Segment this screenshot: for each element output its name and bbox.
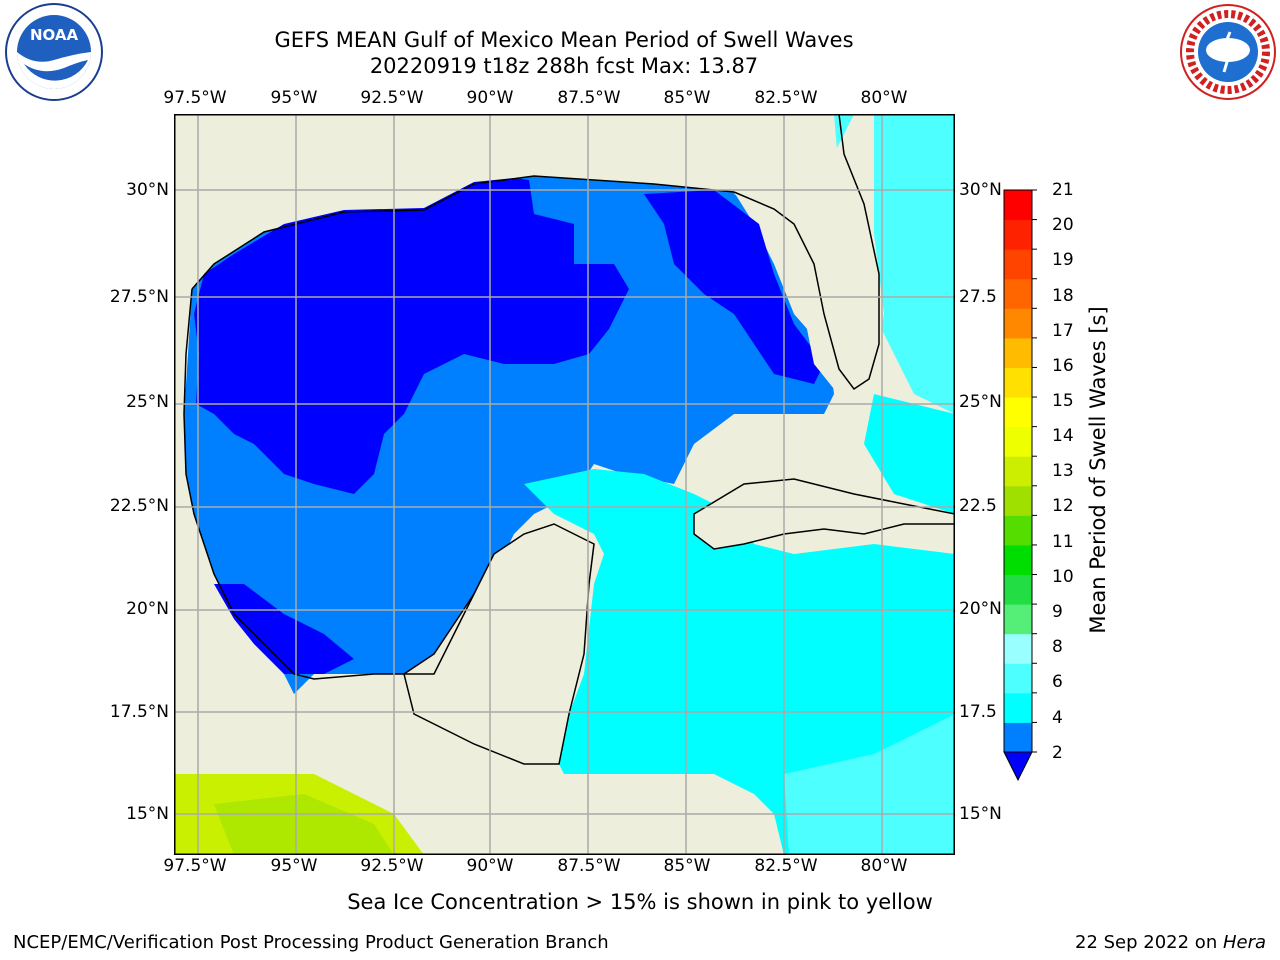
colorbar-segment <box>1004 456 1032 486</box>
colorbar-tick-label: 11 <box>1052 532 1074 552</box>
colorbar-segment <box>1004 397 1032 427</box>
colorbar-tick-label: 12 <box>1052 496 1074 516</box>
lat-tick-left: 27.5°N <box>110 287 169 307</box>
colorbar-tick-label: 8 <box>1052 637 1063 657</box>
lat-tick-left: 17.5°N <box>110 702 169 722</box>
lon-tick-top: 92.5°W <box>360 88 423 108</box>
colorbar-tick-label: 4 <box>1052 708 1063 728</box>
lat-tick-left: 30°N <box>126 180 169 200</box>
colorbar-tick-label: 13 <box>1052 461 1074 481</box>
lat-tick-left: 22.5°N <box>110 496 169 516</box>
chart-subtitle: 20220919 t18z 288h fcst Max: 13.87 <box>0 53 1128 79</box>
map-plot <box>174 114 955 855</box>
footer-date: 22 Sep 2022 on Hera <box>1075 932 1266 953</box>
lon-tick-top: 97.5°W <box>163 88 226 108</box>
footer-credit: NCEP/EMC/Verification Post Processing Pr… <box>13 932 609 953</box>
colorbar-segment <box>1004 249 1032 279</box>
colorbar-segment <box>1004 663 1032 693</box>
colorbar-segment <box>1004 367 1032 397</box>
colorbar-tick-label: 19 <box>1052 250 1074 270</box>
lat-tick-right: 30°N <box>959 180 1002 200</box>
lat-tick-left: 15°N <box>126 804 169 824</box>
lon-tick-bottom: 95°W <box>271 856 318 876</box>
colorbar-segment <box>1004 575 1032 605</box>
lon-tick-bottom: 80°W <box>861 856 908 876</box>
colorbar-tick-label: 2 <box>1052 743 1063 763</box>
sea-ice-note-text: Sea Ice Concentration > 15% is shown in … <box>347 890 933 914</box>
colorbar-tick-label: 15 <box>1052 391 1074 411</box>
chart-title: GEFS MEAN Gulf of Mexico Mean Period of … <box>0 27 1128 53</box>
colorbar-segment <box>1004 427 1032 457</box>
colorbar-tick-label: 18 <box>1052 286 1074 306</box>
colorbar-tick-label: 16 <box>1052 356 1074 376</box>
lon-tick-top: 90°W <box>467 88 514 108</box>
lat-tick-right: 20°N <box>959 599 1002 619</box>
lon-tick-bottom: 82.5°W <box>754 856 817 876</box>
lon-tick-top: 80°W <box>861 88 908 108</box>
footer-date-text: 22 Sep 2022 on <box>1075 932 1223 953</box>
colorbar-extend-arrow <box>1004 752 1032 780</box>
colorbar-tick-label: 10 <box>1052 567 1074 587</box>
lon-tick-bottom: 90°W <box>467 856 514 876</box>
lon-tick-top: 87.5°W <box>557 88 620 108</box>
lon-tick-bottom: 97.5°W <box>163 856 226 876</box>
sea-ice-note: Sea Ice Concentration > 15% is shown in … <box>0 890 1280 914</box>
lon-tick-top: 85°W <box>664 88 711 108</box>
colorbar-label: Mean Period of Swell Waves [s] <box>1086 306 1110 633</box>
colorbar-tick-label: 17 <box>1052 321 1074 341</box>
colorbar-tick-label: 20 <box>1052 215 1074 235</box>
colorbar-segment <box>1004 190 1032 220</box>
lon-tick-bottom: 85°W <box>664 856 711 876</box>
footer-host: Hera <box>1223 932 1266 953</box>
lon-tick-top: 82.5°W <box>754 88 817 108</box>
colorbar-segment <box>1004 338 1032 368</box>
colorbar-tick-label: 6 <box>1052 672 1063 692</box>
lat-tick-right: 15°N <box>959 804 1002 824</box>
lat-tick-right: 27.5 <box>959 287 997 307</box>
colorbar-segment <box>1004 722 1032 752</box>
colorbar-segment <box>1004 604 1032 634</box>
colorbar-segment <box>1004 545 1032 575</box>
lat-tick-left: 25°N <box>126 392 169 412</box>
colorbar-segment <box>1004 634 1032 664</box>
lon-tick-bottom: 92.5°W <box>360 856 423 876</box>
colorbar-segment <box>1004 693 1032 723</box>
lat-tick-right: 25°N <box>959 392 1002 412</box>
colorbar-segment <box>1004 308 1032 338</box>
colorbar-segment <box>1004 279 1032 309</box>
colorbar <box>1000 186 1048 786</box>
lon-tick-top: 95°W <box>271 88 318 108</box>
colorbar-tick-label: 9 <box>1052 602 1063 622</box>
lat-tick-left: 20°N <box>126 599 169 619</box>
lat-tick-right: 22.5 <box>959 496 997 516</box>
colorbar-segment <box>1004 486 1032 516</box>
nws-logo <box>1178 2 1278 102</box>
lon-tick-bottom: 87.5°W <box>557 856 620 876</box>
colorbar-tick-label: 14 <box>1052 426 1074 446</box>
lat-tick-right: 17.5 <box>959 702 997 722</box>
colorbar-segment <box>1004 220 1032 250</box>
colorbar-segment <box>1004 515 1032 545</box>
colorbar-tick-label: 21 <box>1052 180 1074 200</box>
